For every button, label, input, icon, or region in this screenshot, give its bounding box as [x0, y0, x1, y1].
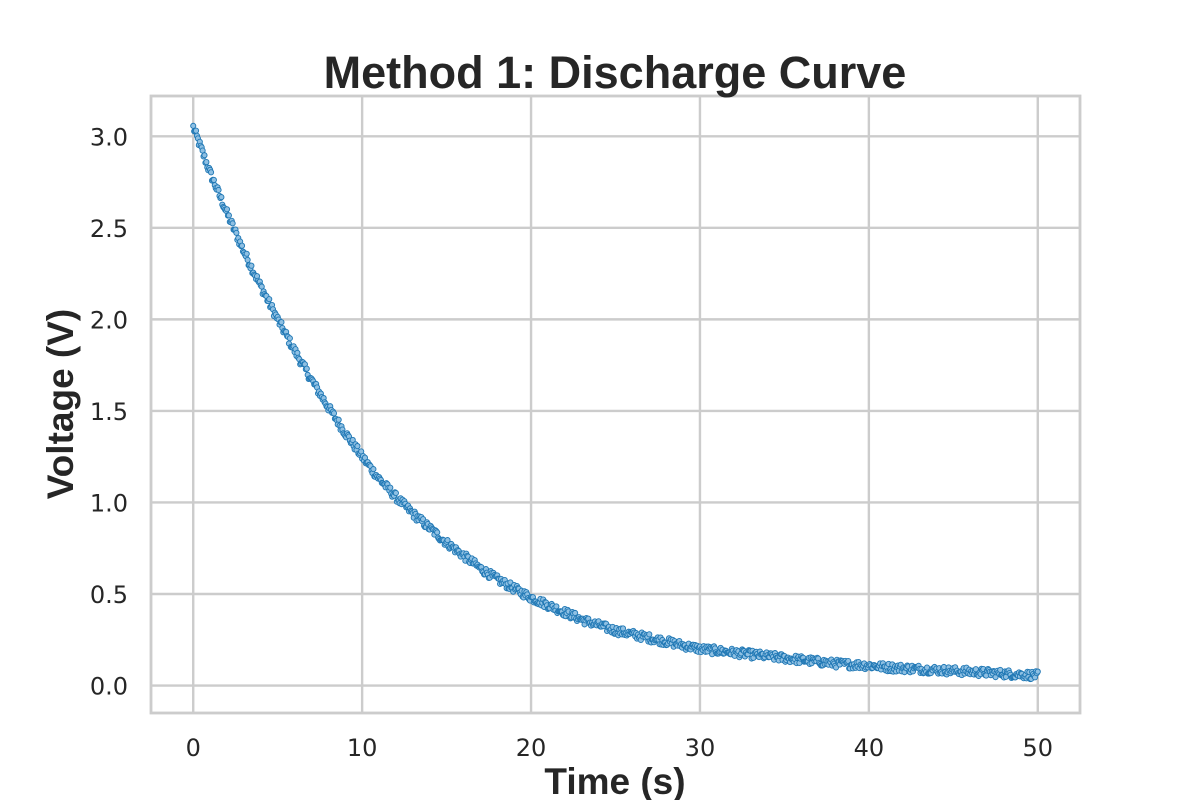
plot-frame [149, 94, 1082, 715]
data-point [303, 365, 310, 372]
data-point [233, 229, 240, 236]
data-point [619, 625, 627, 632]
data-point [392, 489, 399, 497]
data-point [190, 122, 197, 129]
data-point [278, 319, 285, 326]
data-point [646, 631, 653, 638]
data-point [243, 250, 250, 257]
data-point [208, 169, 215, 176]
data-point [294, 349, 301, 356]
data-point [201, 152, 208, 159]
data-point [244, 256, 251, 263]
data-point [218, 194, 225, 201]
data-point [553, 603, 560, 610]
x-tick-label: 10 [347, 734, 378, 762]
x-axis-label: Time (s) [544, 761, 685, 800]
tick-layer: 0 10 20 30 40 50 0.0 0.5 1.0 1.5 2.0 2.5 3.0 [90, 123, 1053, 762]
data-point [229, 220, 236, 227]
y-tick-label: 2.0 [90, 306, 128, 334]
data-point [349, 436, 356, 444]
data-point [210, 176, 217, 183]
data-point [266, 296, 273, 303]
data-point [330, 410, 338, 417]
y-axis-label: Voltage (V) [40, 309, 81, 500]
data-point [354, 443, 361, 450]
data-point [286, 335, 293, 342]
data-point [238, 242, 246, 249]
chart-title: Method 1: Discharge Curve [324, 47, 907, 98]
y-tick-label: 1.5 [90, 398, 128, 426]
y-tick-label: 2.5 [90, 215, 128, 243]
y-tick-label: 0.5 [90, 581, 128, 609]
data-point [225, 212, 232, 219]
data-point [335, 416, 342, 423]
data-point [1034, 668, 1041, 675]
data-point [203, 159, 210, 166]
data-point [192, 127, 200, 134]
grid-layer [151, 96, 1080, 713]
x-tick-label: 20 [516, 734, 547, 762]
data-point [248, 262, 255, 269]
data-layer [190, 122, 1041, 683]
y-tick-label: 1.0 [90, 489, 128, 517]
x-tick-label: 40 [854, 734, 885, 762]
x-tick-label: 0 [186, 734, 201, 762]
data-point [370, 466, 377, 473]
x-tick-label: 50 [1022, 734, 1053, 762]
x-tick-label: 30 [685, 734, 716, 762]
data-point [444, 537, 451, 544]
y-tick-label: 3.0 [90, 123, 128, 151]
data-point [434, 529, 441, 536]
data-point [215, 186, 222, 194]
data-point [572, 609, 579, 617]
y-tick-label: 0.0 [90, 673, 128, 701]
data-point [387, 484, 394, 491]
data-point [223, 206, 231, 213]
